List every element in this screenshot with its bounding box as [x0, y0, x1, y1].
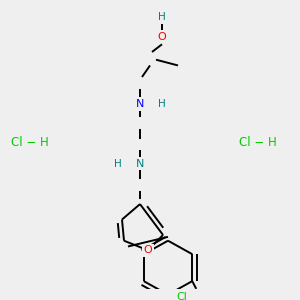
Text: Cl − H: Cl − H [239, 136, 277, 149]
Text: N: N [136, 159, 144, 169]
Text: N: N [136, 99, 144, 109]
Text: H: H [158, 12, 166, 22]
Text: O: O [158, 32, 166, 42]
Text: Cl − H: Cl − H [11, 136, 49, 149]
Text: Cl: Cl [177, 292, 188, 300]
Text: H: H [114, 159, 122, 169]
Text: H: H [158, 99, 166, 109]
Text: O: O [144, 245, 152, 255]
